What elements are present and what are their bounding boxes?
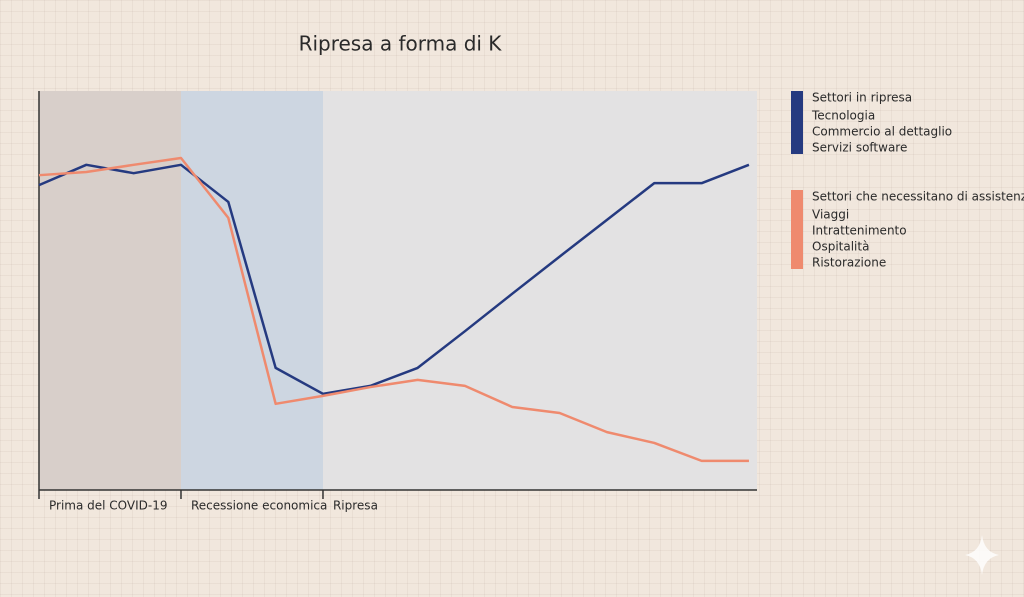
legend-item: Ospitalità bbox=[812, 240, 869, 254]
legend-swatch bbox=[791, 91, 803, 154]
legend-item: Servizi software bbox=[812, 141, 907, 155]
phase-label: Ripresa bbox=[333, 499, 378, 513]
phase-band bbox=[180, 91, 323, 490]
legend-item: Commercio al dettaglio bbox=[812, 125, 952, 139]
legend-swatch bbox=[791, 190, 803, 269]
legend-item: Intrattenimento bbox=[812, 224, 907, 238]
phase-band bbox=[322, 91, 757, 490]
series-line bbox=[38, 163, 750, 396]
legend-item: Ristorazione bbox=[812, 256, 886, 270]
legend-item: Viaggi bbox=[812, 208, 849, 222]
legend-title: Settori che necessitano di assistenza bbox=[812, 190, 1024, 204]
chart-title: Ripresa a forma di K bbox=[299, 32, 503, 56]
series-line bbox=[38, 156, 749, 463]
phase-label: Prima del COVID-19 bbox=[49, 499, 168, 513]
watermark-icon bbox=[965, 535, 999, 575]
phase-band bbox=[39, 91, 181, 490]
phase-label: Recessione economica bbox=[191, 499, 327, 513]
legend-title: Settori in ripresa bbox=[812, 91, 912, 105]
legend-item: Tecnologia bbox=[811, 109, 875, 123]
plot: Prima del COVID-19 Recessione economica Ri… bbox=[38, 91, 1024, 513]
